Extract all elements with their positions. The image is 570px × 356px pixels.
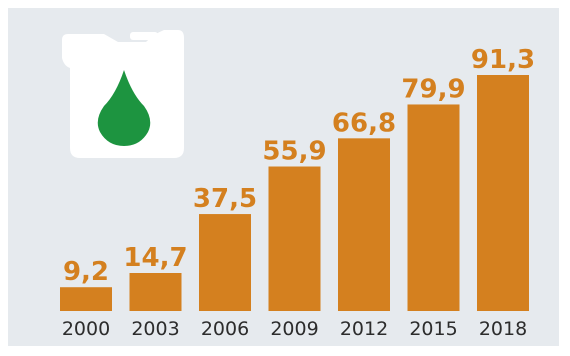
x-tick-label: 2006 (201, 318, 249, 340)
value-label-2006: 37,5 (193, 184, 257, 214)
oil-canister-icon (62, 30, 184, 158)
bar-2000 (60, 287, 112, 311)
value-label-2003: 14,7 (123, 243, 187, 273)
bar-chart: 9,2 14,737,555,966,879,991,3 2000 2003 2006… (60, 30, 535, 340)
x-tick-label: 2012 (340, 318, 388, 340)
x-tick-label: 2015 (409, 318, 457, 340)
bar-2015 (407, 104, 460, 312)
chart-panel: 9,2 14,7 37,5 55,9 66,8 79,9 91,3 2000 2003 2006… (8, 8, 559, 346)
value-label-2009: 55,9 (262, 137, 326, 167)
bar-2003 (129, 273, 182, 311)
x-tick-label: 2003 (131, 318, 179, 340)
bar-2006 (199, 214, 251, 311)
value-label-2015: 79,9 (401, 74, 465, 104)
drop-icon (97, 70, 151, 146)
bar-2012 (338, 138, 390, 311)
x-tick-label: 2009 (270, 318, 318, 340)
x-tick-label: 2000 (62, 318, 110, 340)
value-label-2018: 91,3 (471, 45, 535, 75)
value-label-2000: 9,2 (63, 257, 109, 287)
bar-2018 (477, 75, 529, 311)
x-tick-label: 2018 (479, 318, 527, 340)
bar-2009 (268, 166, 321, 311)
value-label-2012: 66,8 (332, 108, 396, 138)
